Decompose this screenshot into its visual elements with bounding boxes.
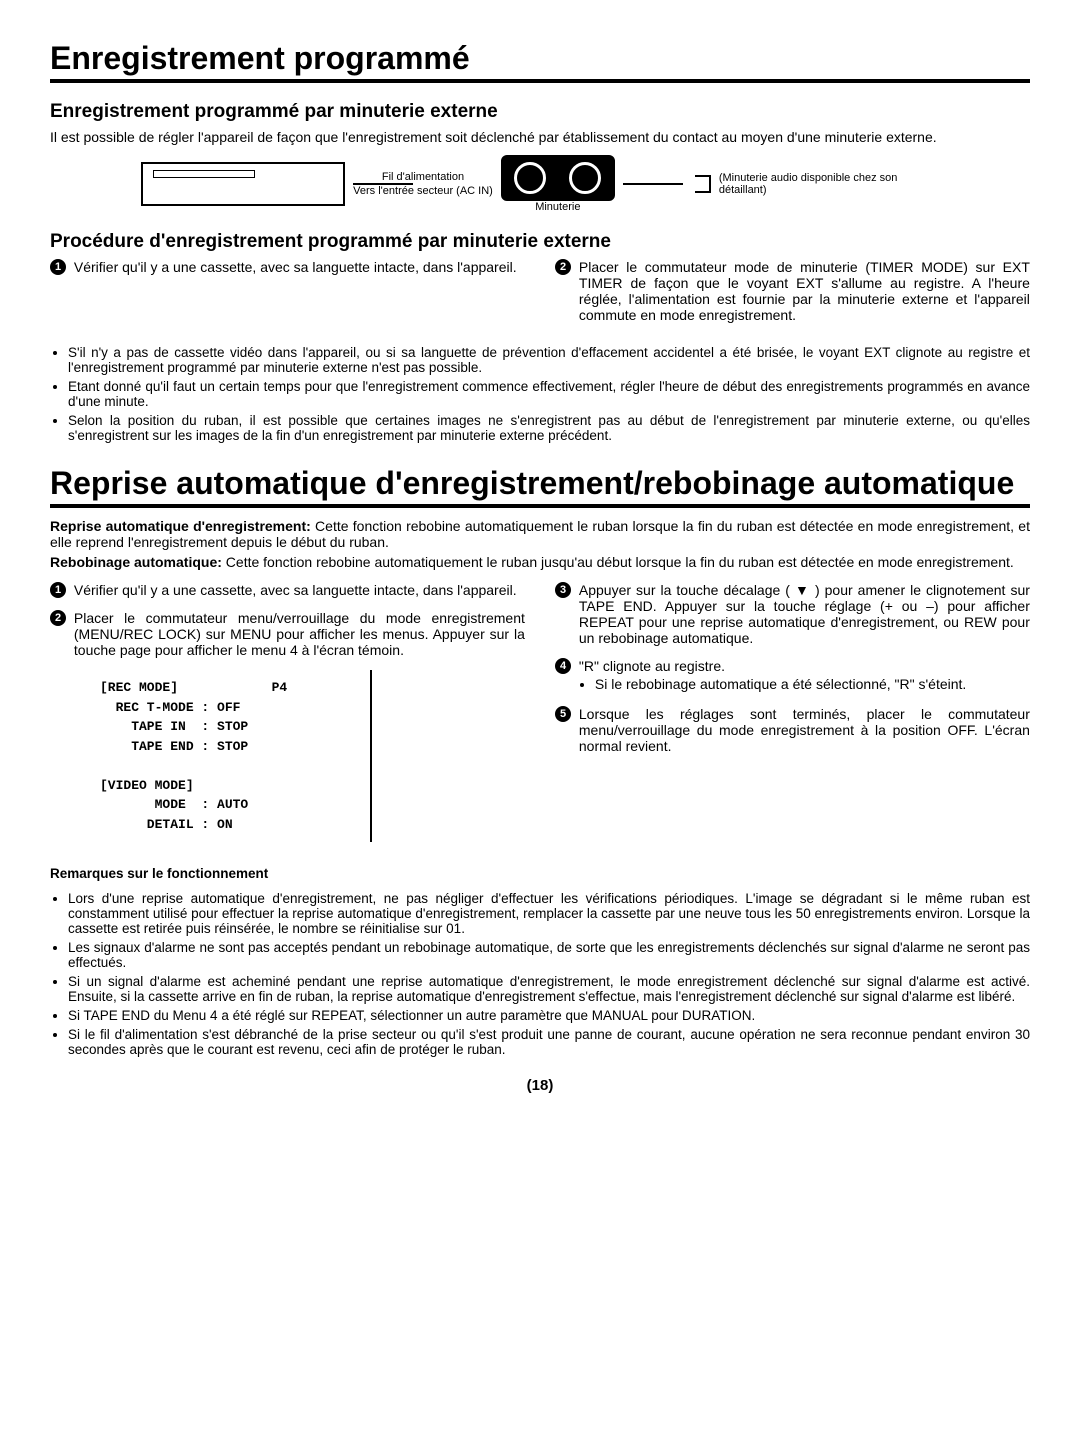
proc-note-1: S'il n'y a pas de cassette vidéo dans l'…: [68, 345, 1030, 375]
def1-label: Reprise automatique d'enregistrement:: [50, 518, 311, 534]
auto-step-5-text: Lorsque les réglages sont terminés, plac…: [579, 706, 1030, 754]
page-number: (18): [50, 1077, 1030, 1094]
def2-label: Rebobinage automatique:: [50, 554, 222, 570]
remark-3: Si un signal d'alarme est acheminé penda…: [68, 974, 1030, 1004]
auto-step-5: 5 Lorsque les réglages sont terminés, pl…: [555, 706, 1030, 754]
plug-icon: [695, 175, 711, 193]
auto-step-3-text: Appuyer sur la touche décalage ( ▼ ) pou…: [579, 582, 1030, 646]
label-minuterie: Minuterie: [501, 201, 615, 213]
connection-diagram: Fil d'alimentation Vers l'entrée secteur…: [50, 155, 1030, 213]
remarks-list: Lors d'une reprise automatique d'enregis…: [50, 891, 1030, 1057]
remark-4: Si TAPE END du Menu 4 a été réglé sur RE…: [68, 1008, 1030, 1023]
auto-step-2-text: Placer le commutateur menu/verrouillage …: [74, 610, 525, 658]
remark-2: Les signaux d'alarme ne sont pas accepté…: [68, 940, 1030, 970]
remarks-heading: Remarques sur le fonctionnement: [50, 866, 1030, 881]
main-title-1: Enregistrement programmé: [50, 40, 1030, 83]
step-num-1b: 1: [50, 582, 66, 598]
diagram-line-2: [623, 183, 683, 185]
auto-step-3: 3 Appuyer sur la touche décalage ( ▼ ) p…: [555, 582, 1030, 646]
diagram-note: (Minuterie audio disponible chez son dét…: [719, 172, 939, 196]
auto-step-2: 2 Placer le commutateur menu/verrouillag…: [50, 610, 525, 658]
proc-step-2-text: Placer le commutateur mode de minuterie …: [579, 259, 1030, 323]
auto-step-4-main: "R" clignote au registre.: [579, 658, 725, 674]
proc-step-1: 1 Vérifier qu'il y a une cassette, avec …: [50, 259, 525, 323]
label-vers: Vers l'entrée secteur (AC IN): [353, 185, 493, 197]
auto-step-4-text: "R" clignote au registre. Si le rebobina…: [579, 658, 1030, 694]
main-title-2: Reprise automatique d'enregistrement/reb…: [50, 465, 1030, 508]
diagram-line: [353, 183, 413, 185]
label-fil: Fil d'alimentation: [353, 171, 493, 183]
subtitle-ext-timer: Enregistrement programmé par minuterie e…: [50, 101, 1030, 123]
vcr-icon: [141, 162, 345, 206]
def2-text: Cette fonction rebobine automatiquement …: [222, 554, 1014, 570]
step-num-4: 4: [555, 658, 571, 674]
auto-step-1: 1 Vérifier qu'il y a une cassette, avec …: [50, 582, 525, 598]
proc-note-2: Etant donné qu'il faut un certain temps …: [68, 379, 1030, 409]
step-num-2: 2: [555, 259, 571, 275]
auto-step-4-sub: Si le rebobinage automatique a été sélec…: [595, 676, 1030, 692]
timer-icon: [501, 155, 615, 201]
subtitle-procedure: Procédure d'enregistrement programmé par…: [50, 231, 1030, 253]
proc-step-1-text: Vérifier qu'il y a une cassette, avec sa…: [74, 259, 525, 275]
intro-text-1: Il est possible de régler l'appareil de …: [50, 129, 1030, 145]
auto-step-4: 4 "R" clignote au registre. Si le rebobi…: [555, 658, 1030, 694]
auto-step-1-text: Vérifier qu'il y a une cassette, avec sa…: [74, 582, 525, 598]
remark-1: Lors d'une reprise automatique d'enregis…: [68, 891, 1030, 936]
step-num-2b: 2: [50, 610, 66, 626]
definition-1: Reprise automatique d'enregistrement: Ce…: [50, 518, 1030, 550]
proc-step-2: 2 Placer le commutateur mode de minuteri…: [555, 259, 1030, 323]
proc-notes-list: S'il n'y a pas de cassette vidéo dans l'…: [50, 345, 1030, 443]
menu-screen: [REC MODE] P4 REC T-MODE : OFF TAPE IN :…: [90, 670, 372, 842]
definition-2: Rebobinage automatique: Cette fonction r…: [50, 554, 1030, 570]
step-num-5: 5: [555, 706, 571, 722]
step-num-3: 3: [555, 582, 571, 598]
remark-5: Si le fil d'alimentation s'est débranché…: [68, 1027, 1030, 1057]
proc-note-3: Selon la position du ruban, il est possi…: [68, 413, 1030, 443]
step-num-1: 1: [50, 259, 66, 275]
